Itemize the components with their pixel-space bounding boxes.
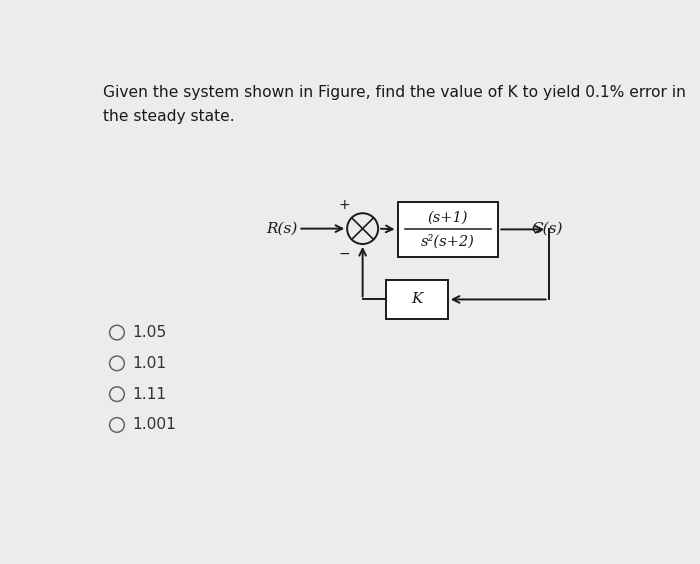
Text: −: − bbox=[338, 247, 350, 261]
Text: +: + bbox=[338, 197, 350, 212]
Text: 1.11: 1.11 bbox=[132, 387, 167, 402]
Text: 1.05: 1.05 bbox=[132, 325, 167, 340]
Text: Given the system shown in Figure, find the value of K to yield 0.1% error in: Given the system shown in Figure, find t… bbox=[103, 85, 686, 100]
Text: (s+1): (s+1) bbox=[428, 211, 468, 225]
Text: 1.01: 1.01 bbox=[132, 356, 167, 371]
Text: s²(s+2): s²(s+2) bbox=[421, 234, 475, 248]
Bar bbox=[386, 280, 448, 319]
Text: K: K bbox=[411, 293, 423, 306]
Text: C(s): C(s) bbox=[531, 222, 563, 236]
Text: the steady state.: the steady state. bbox=[103, 109, 234, 124]
Text: 1.001: 1.001 bbox=[132, 417, 176, 433]
Bar bbox=[398, 202, 498, 257]
Text: R(s): R(s) bbox=[266, 222, 297, 236]
